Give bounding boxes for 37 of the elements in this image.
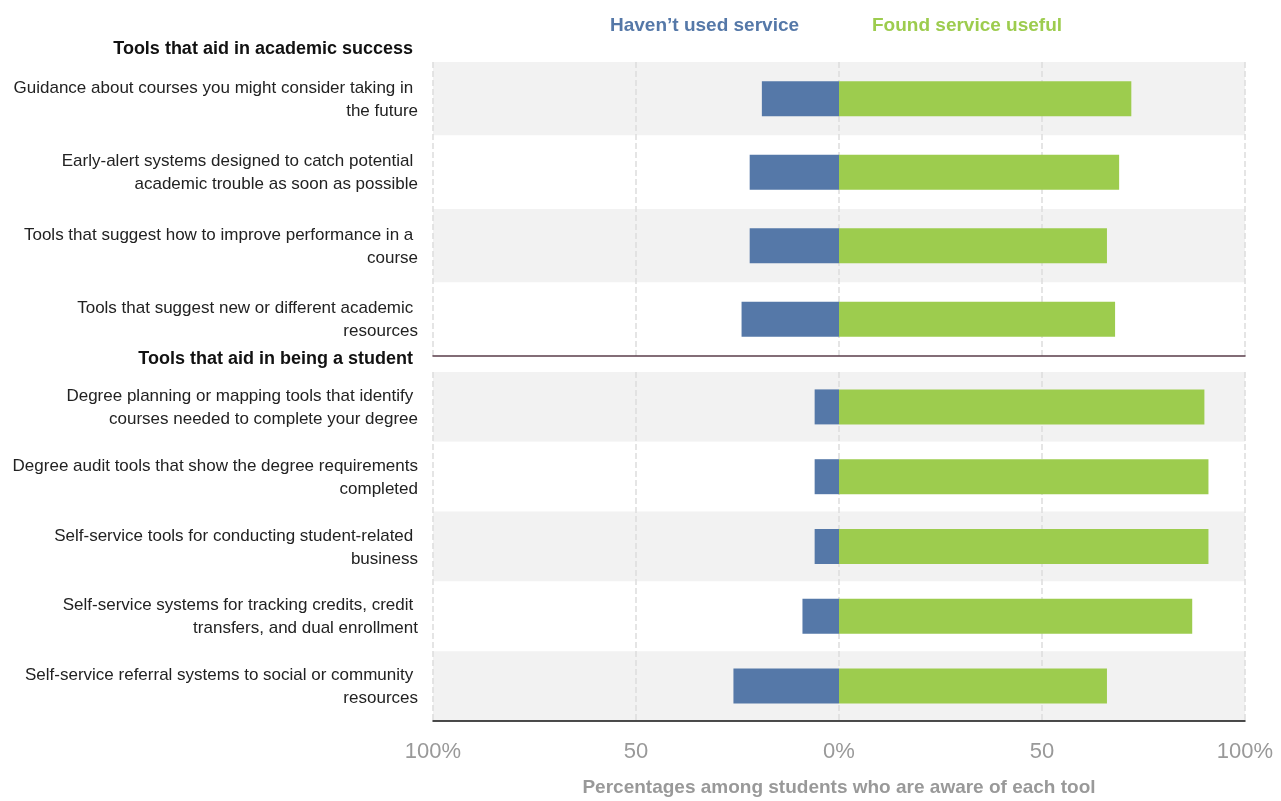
y-tick-label: Degree audit tools that show the degree requirements completed xyxy=(12,455,418,498)
bar xyxy=(741,301,839,337)
y-tick-label: Guidance about courses you might consider taking in the future xyxy=(13,77,418,120)
text: Haven’t used service xyxy=(610,14,800,35)
bar xyxy=(814,529,839,564)
x-tick-label: 50 xyxy=(623,737,649,763)
bar xyxy=(839,598,1193,634)
x-axis-title: Percentages among students who are aware of each tool xyxy=(582,776,1096,797)
bar xyxy=(839,81,1132,117)
bar xyxy=(839,228,1107,264)
y-tick-label: Self-service systems for tracking credits, credit transfers, and dual enrollment xyxy=(62,595,419,638)
bar xyxy=(802,598,839,634)
y-tick-label: Early-alert systems designed to catch potential academic trouble as soon as possible xyxy=(61,151,418,194)
bar xyxy=(839,389,1205,425)
bar xyxy=(839,154,1120,190)
y-tick-label: Degree planning or mapping tools that identify courses needed to complete your degree xyxy=(66,385,418,428)
x-tick-label: 100% xyxy=(404,737,462,763)
bar xyxy=(761,81,839,117)
text: Tools that aid in academic success xyxy=(113,38,413,58)
bar xyxy=(814,389,839,425)
y-tick-label: Tools that suggest how to improve performance in a course xyxy=(23,224,418,267)
bar xyxy=(839,459,1209,495)
bar xyxy=(839,301,1116,337)
bar xyxy=(839,668,1107,704)
x-tick-label: 0% xyxy=(823,737,855,763)
bar xyxy=(839,529,1209,564)
x-tick-label: 100% xyxy=(1216,737,1274,763)
y-tick-label: Self-service tools for conducting student-related business xyxy=(54,525,418,568)
bar xyxy=(814,459,839,495)
text: Found service useful xyxy=(872,14,1063,35)
y-tick-label: Self-service referral systems to social or community resources xyxy=(25,665,418,708)
x-tick-label: 50 xyxy=(1029,737,1055,763)
bar xyxy=(749,154,839,190)
y-tick-label: Tools that suggest new or different academic resources xyxy=(77,298,418,341)
text: Tools that aid in being a student xyxy=(138,348,414,368)
bar xyxy=(749,228,839,264)
bar xyxy=(733,668,839,704)
